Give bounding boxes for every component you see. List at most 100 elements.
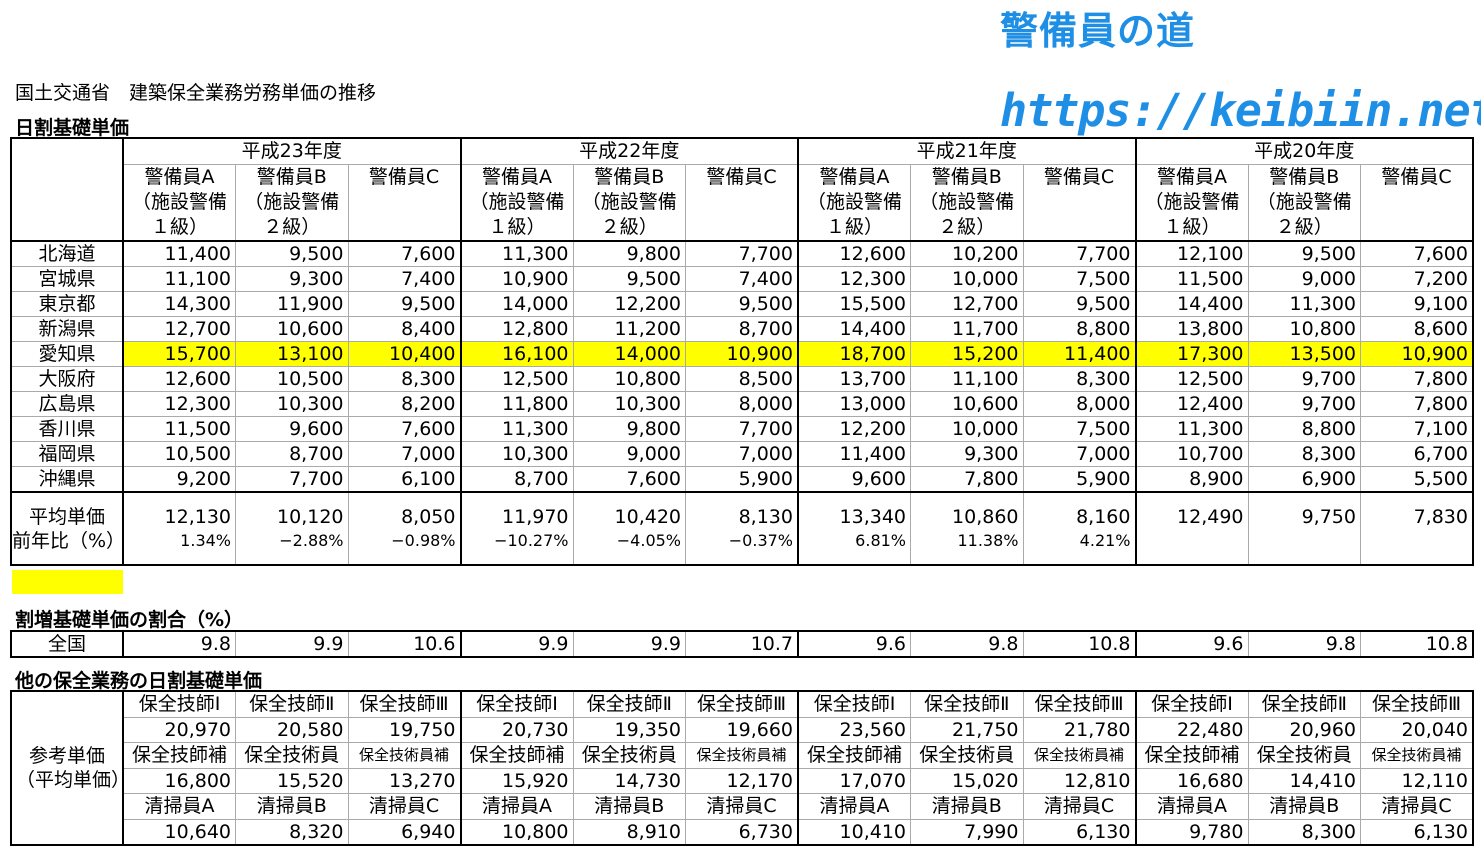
price-cell: 12,300 [797, 266, 911, 292]
column-header-line: （施設警備 [1144, 191, 1240, 213]
price-cell: 17,300 [1135, 341, 1249, 367]
price-cell: 5,900 [1022, 466, 1137, 493]
column-header-line: 警備員A [1157, 166, 1227, 188]
price-cell: 14,300 [122, 291, 236, 317]
highlight-legend-swatch [12, 570, 123, 594]
price-cell: 9,500 [347, 291, 462, 317]
price-cell: 7,700 [1022, 240, 1137, 267]
job-price-row: 20,970 20,580 19,750 20,730 19,350 19,660 23,5… [11, 717, 1474, 743]
price-cell: 8,700 [460, 466, 574, 493]
job-title-cell: 清掃員A [460, 793, 574, 820]
price-cell: 7,000 [1022, 441, 1137, 467]
change-rate [1141, 529, 1244, 553]
price-cell: 11,500 [122, 416, 236, 442]
job-title-row: 清掃員A 清掃員B 清掃員C 清掃員A 清掃員B 清掃員C 清掃員A 清掃員B 清掃員C 清掃員A… [11, 793, 1474, 820]
price-cell: 10,500 [235, 366, 349, 392]
job-price-cell: 19,350 [572, 717, 686, 743]
price-cell: 8,000 [1022, 391, 1137, 417]
column-header: 警備員A （施設警備 １級） [1135, 164, 1249, 242]
price-cell: 7,500 [1022, 266, 1137, 292]
change-rate: 11.38% [957, 530, 1019, 550]
column-header: 警備員B （施設警備 ２級） [1247, 164, 1361, 242]
price-cell: 12,500 [1135, 366, 1249, 392]
price-cell: 8,200 [347, 391, 462, 417]
job-title-cell: 保全技術員 [235, 742, 349, 769]
table-row: 宮城県 11,100 9,300 7,400 10,900 9,500 7,400 12,30… [10, 266, 1474, 292]
column-header: 警備員B （施設警備 ２級） [910, 164, 1024, 242]
job-price-cell: 12,110 [1360, 768, 1474, 794]
price-cell: 5,500 [1360, 466, 1474, 493]
job-price-cell: 14,410 [1247, 768, 1361, 794]
reference-price-label-line: 参考単価 [28, 745, 105, 767]
column-header-line: ２級） [600, 216, 658, 238]
job-price-cell: 15,520 [235, 768, 349, 794]
price-cell: 12,300 [122, 391, 236, 417]
job-title-cell: 清掃員B [1247, 793, 1361, 820]
table-row: 福岡県 10,500 8,700 7,000 10,300 9,000 7,000 11,40… [10, 441, 1474, 467]
price-cell: 10,400 [347, 341, 462, 367]
average-cell: 10,120 −2.88% [235, 491, 349, 566]
job-price-cell: 6,730 [685, 819, 799, 846]
price-cell: 7,600 [347, 240, 462, 267]
average-price: 12,490 [1177, 505, 1244, 528]
price-cell: 9,700 [1247, 366, 1361, 392]
table-row: 沖縄県 9,200 7,700 6,100 8,700 7,600 5,900 9,600 7,… [10, 466, 1474, 493]
price-cell: 7,100 [1360, 416, 1474, 442]
price-cell: 8,800 [1022, 316, 1137, 342]
prefecture-label: 香川県 [10, 416, 124, 442]
job-title-cell: 保全技師Ⅱ [910, 690, 1024, 718]
price-cell: 5,900 [685, 466, 799, 493]
premium-row: 全国 9.8 9.9 10.6 9.9 9.9 10.7 9.6 9.8 10.8 9.6 9.8 10… [10, 630, 1474, 658]
price-cell: 7,600 [572, 466, 686, 493]
price-cell: 7,800 [910, 466, 1024, 493]
change-rate: −0.37% [728, 530, 793, 550]
price-cell: 9,500 [572, 266, 686, 292]
premium-cell: 9.8 [1247, 630, 1361, 658]
price-cell: 7,200 [1360, 266, 1474, 292]
column-header: 警備員B （施設警備 ２級） [235, 164, 349, 242]
price-cell: 12,100 [1135, 240, 1249, 267]
job-price-cell: 8,300 [1247, 819, 1361, 846]
job-title-cell: 清掃員A [122, 793, 236, 820]
average-cell: 12,490 [1135, 491, 1249, 566]
average-cell: 9,750 [1247, 491, 1361, 566]
average-price: 8,160 [1076, 505, 1131, 528]
job-title-cell: 保全技師補 [460, 742, 574, 769]
price-cell: 13,500 [1247, 341, 1361, 367]
average-cell: 12,130 1.34% [122, 491, 236, 566]
price-cell: 13,000 [797, 391, 911, 417]
table-row: 大阪府 12,600 10,500 8,300 12,500 10,800 8,500 13,… [10, 366, 1474, 392]
job-price-cell: 10,800 [460, 819, 574, 846]
price-cell: 7,400 [685, 266, 799, 292]
price-cell: 10,300 [572, 391, 686, 417]
section-premium-ratio: 割増基礎単価の割合（%） [15, 609, 244, 631]
site-url[interactable]: https://keibiin.net/ [1000, 84, 1481, 137]
price-cell: 7,500 [1022, 416, 1137, 442]
reference-price-label: 参考単価 （平均単価） [10, 690, 124, 846]
price-cell: 14,400 [797, 316, 911, 342]
job-price-cell: 7,990 [910, 819, 1024, 846]
prefecture-label: 福岡県 [10, 441, 124, 467]
price-cell: 9,000 [1247, 266, 1361, 292]
price-cell: 10,300 [235, 391, 349, 417]
price-cell: 6,700 [1360, 441, 1474, 467]
table-row: 新潟県 12,700 10,600 8,400 12,800 11,200 8,700 14,… [10, 316, 1474, 342]
job-title-cell: 保全技師Ⅰ [460, 690, 574, 718]
job-title-cell: 清掃員C [685, 793, 799, 820]
corner-cell [10, 137, 124, 242]
price-cell: 9,500 [1247, 240, 1361, 267]
job-title-cell: 保全技師補 [122, 742, 236, 769]
average-cell: 8,160 4.21% [1022, 491, 1137, 566]
job-title-cell: 保全技術員 [572, 742, 686, 769]
job-title-cell: 清掃員C [1360, 793, 1474, 820]
column-header-line: 警備員B [1269, 166, 1340, 188]
job-title-cell: 清掃員A [1135, 793, 1249, 820]
column-header-line: 警備員B [594, 166, 665, 188]
premium-cell: 10.6 [347, 630, 462, 658]
premium-label: 全国 [10, 630, 124, 658]
price-cell: 11,400 [122, 240, 236, 267]
job-price-row: 16,800 15,520 13,270 15,920 14,730 12,170 17,0… [11, 768, 1474, 794]
price-cell: 18,700 [797, 341, 911, 367]
price-cell: 6,100 [347, 466, 462, 493]
job-price-cell: 15,920 [460, 768, 574, 794]
